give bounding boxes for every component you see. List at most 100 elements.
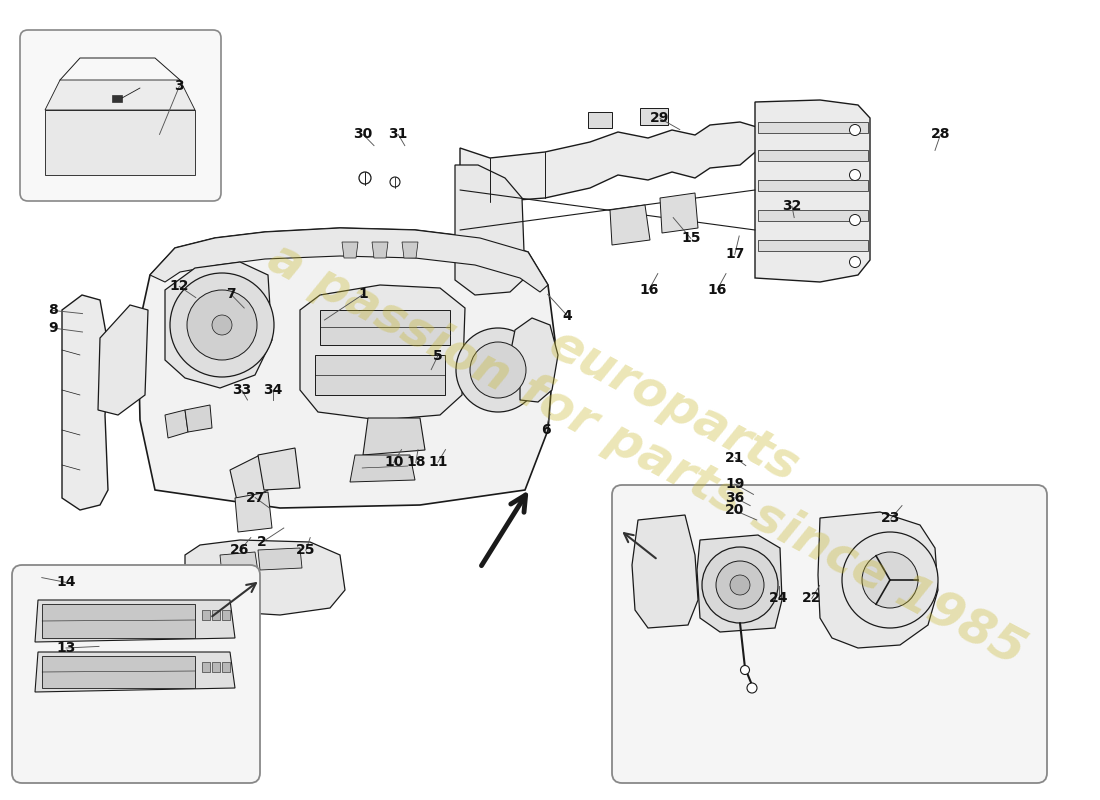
Text: 16: 16 bbox=[639, 282, 659, 297]
Text: 3: 3 bbox=[175, 79, 184, 94]
Text: 32: 32 bbox=[782, 199, 802, 214]
Text: 24: 24 bbox=[769, 591, 789, 606]
Polygon shape bbox=[230, 455, 268, 505]
Polygon shape bbox=[62, 295, 110, 510]
FancyBboxPatch shape bbox=[612, 485, 1047, 783]
Polygon shape bbox=[320, 310, 450, 345]
Text: 23: 23 bbox=[881, 511, 901, 526]
Polygon shape bbox=[185, 405, 212, 432]
Polygon shape bbox=[185, 540, 345, 615]
Circle shape bbox=[842, 532, 938, 628]
Polygon shape bbox=[402, 242, 418, 258]
Polygon shape bbox=[98, 305, 148, 415]
Polygon shape bbox=[610, 205, 650, 245]
Circle shape bbox=[702, 547, 778, 623]
Circle shape bbox=[390, 177, 400, 187]
Text: 25: 25 bbox=[296, 543, 316, 558]
Text: 14: 14 bbox=[56, 575, 76, 590]
Polygon shape bbox=[212, 610, 220, 620]
Text: 12: 12 bbox=[169, 279, 189, 294]
Polygon shape bbox=[235, 492, 272, 532]
Circle shape bbox=[456, 328, 540, 412]
Polygon shape bbox=[758, 210, 868, 221]
Text: europarts
a passion for parts since 1985: europarts a passion for parts since 1985 bbox=[261, 185, 1059, 675]
Text: 27: 27 bbox=[245, 490, 265, 505]
Circle shape bbox=[849, 257, 860, 267]
Polygon shape bbox=[220, 552, 258, 575]
Polygon shape bbox=[42, 604, 195, 638]
Polygon shape bbox=[35, 600, 235, 642]
Text: 7: 7 bbox=[227, 287, 235, 302]
Polygon shape bbox=[455, 165, 525, 295]
Polygon shape bbox=[818, 512, 938, 648]
Polygon shape bbox=[342, 242, 358, 258]
Polygon shape bbox=[755, 100, 870, 282]
Text: 4: 4 bbox=[563, 309, 572, 323]
Polygon shape bbox=[640, 108, 668, 125]
Text: 20: 20 bbox=[725, 503, 745, 518]
Polygon shape bbox=[222, 610, 230, 620]
Circle shape bbox=[849, 125, 860, 135]
Text: 29: 29 bbox=[650, 111, 670, 126]
FancyBboxPatch shape bbox=[12, 565, 260, 783]
Text: 13: 13 bbox=[56, 641, 76, 655]
Text: 8: 8 bbox=[48, 303, 57, 318]
Text: 31: 31 bbox=[388, 127, 408, 142]
Polygon shape bbox=[35, 652, 235, 692]
Polygon shape bbox=[460, 122, 760, 202]
Polygon shape bbox=[660, 193, 698, 233]
Circle shape bbox=[849, 170, 860, 181]
Polygon shape bbox=[150, 228, 548, 292]
Circle shape bbox=[862, 552, 918, 608]
Text: 28: 28 bbox=[931, 127, 950, 142]
Circle shape bbox=[212, 315, 232, 335]
Text: 1: 1 bbox=[359, 287, 367, 302]
Text: 2: 2 bbox=[257, 535, 266, 550]
Text: 34: 34 bbox=[263, 383, 283, 398]
Polygon shape bbox=[165, 410, 188, 438]
Text: 19: 19 bbox=[725, 477, 745, 491]
Polygon shape bbox=[165, 262, 272, 388]
Text: 5: 5 bbox=[433, 349, 442, 363]
Polygon shape bbox=[758, 240, 868, 251]
Polygon shape bbox=[138, 228, 556, 508]
Circle shape bbox=[187, 290, 257, 360]
Text: 9: 9 bbox=[48, 321, 57, 335]
Polygon shape bbox=[588, 112, 612, 128]
Text: 18: 18 bbox=[406, 455, 426, 470]
Text: 26: 26 bbox=[230, 543, 250, 558]
Polygon shape bbox=[202, 610, 210, 620]
Text: 16: 16 bbox=[707, 282, 727, 297]
Polygon shape bbox=[212, 662, 220, 672]
Text: 30: 30 bbox=[353, 127, 373, 142]
Polygon shape bbox=[300, 285, 465, 420]
Text: 22: 22 bbox=[802, 591, 822, 606]
Polygon shape bbox=[112, 95, 122, 102]
Text: 15: 15 bbox=[681, 231, 701, 246]
Text: 36: 36 bbox=[725, 490, 745, 505]
Circle shape bbox=[170, 273, 274, 377]
Polygon shape bbox=[697, 535, 782, 632]
Polygon shape bbox=[315, 355, 446, 395]
Polygon shape bbox=[632, 515, 698, 628]
Polygon shape bbox=[758, 150, 868, 161]
Circle shape bbox=[740, 666, 749, 674]
Polygon shape bbox=[42, 656, 195, 688]
Text: 6: 6 bbox=[541, 423, 550, 438]
Text: 33: 33 bbox=[232, 383, 252, 398]
Polygon shape bbox=[202, 662, 210, 672]
Text: 17: 17 bbox=[725, 247, 745, 262]
Text: 11: 11 bbox=[428, 455, 448, 470]
Polygon shape bbox=[222, 662, 230, 672]
Polygon shape bbox=[45, 110, 195, 175]
Polygon shape bbox=[372, 242, 388, 258]
FancyBboxPatch shape bbox=[20, 30, 221, 201]
Polygon shape bbox=[350, 455, 415, 482]
Polygon shape bbox=[758, 180, 868, 191]
Polygon shape bbox=[258, 548, 303, 570]
Text: 21: 21 bbox=[725, 450, 745, 465]
Circle shape bbox=[470, 342, 526, 398]
Circle shape bbox=[359, 172, 371, 184]
Polygon shape bbox=[258, 448, 300, 490]
Circle shape bbox=[730, 575, 750, 595]
